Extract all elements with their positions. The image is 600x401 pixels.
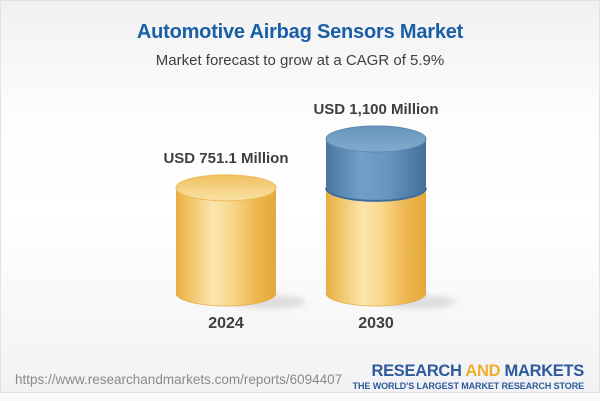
cylinder-body-base xyxy=(176,187,276,306)
logo-word-markets: MARKETS xyxy=(504,362,585,380)
cylinder-bottom-rim xyxy=(175,292,277,307)
chart-subtitle: Market forecast to grow at a CAGR of 5.9… xyxy=(155,52,445,69)
value-label-2030: USD 1,100 Million xyxy=(313,101,439,118)
research-and-markets-logo: RESEARCH AND MARKETS THE WORLD'S LARGEST… xyxy=(352,362,585,392)
logo-word-and: AND xyxy=(465,362,501,380)
chart-title: Automotive Airbag Sensors Market xyxy=(136,21,464,43)
segment-boundary-rim xyxy=(325,187,427,202)
value-label-2024: USD 751.1 Million xyxy=(163,149,289,167)
logo-wordmark: RESEARCH AND MARKETS xyxy=(353,362,584,380)
logo-word-research: RESEARCH xyxy=(371,362,462,380)
cylinder-top-base xyxy=(175,174,277,202)
cylinder-top-growth xyxy=(325,125,427,153)
cylinder-body-growth xyxy=(326,139,426,201)
category-label-2024: 2024 xyxy=(208,315,244,332)
cylinder-body-base xyxy=(326,187,426,306)
report-url[interactable]: https://www.researchandmarkets.com/repor… xyxy=(15,372,343,387)
cylinder-2024 xyxy=(175,174,306,309)
logo-tagline: THE WORLD'S LARGEST MARKET RESEARCH STOR… xyxy=(352,381,584,392)
cylinder-2030 xyxy=(325,125,456,309)
category-label-2030: 2030 xyxy=(358,315,394,332)
cylinder-bottom-rim xyxy=(325,292,427,307)
